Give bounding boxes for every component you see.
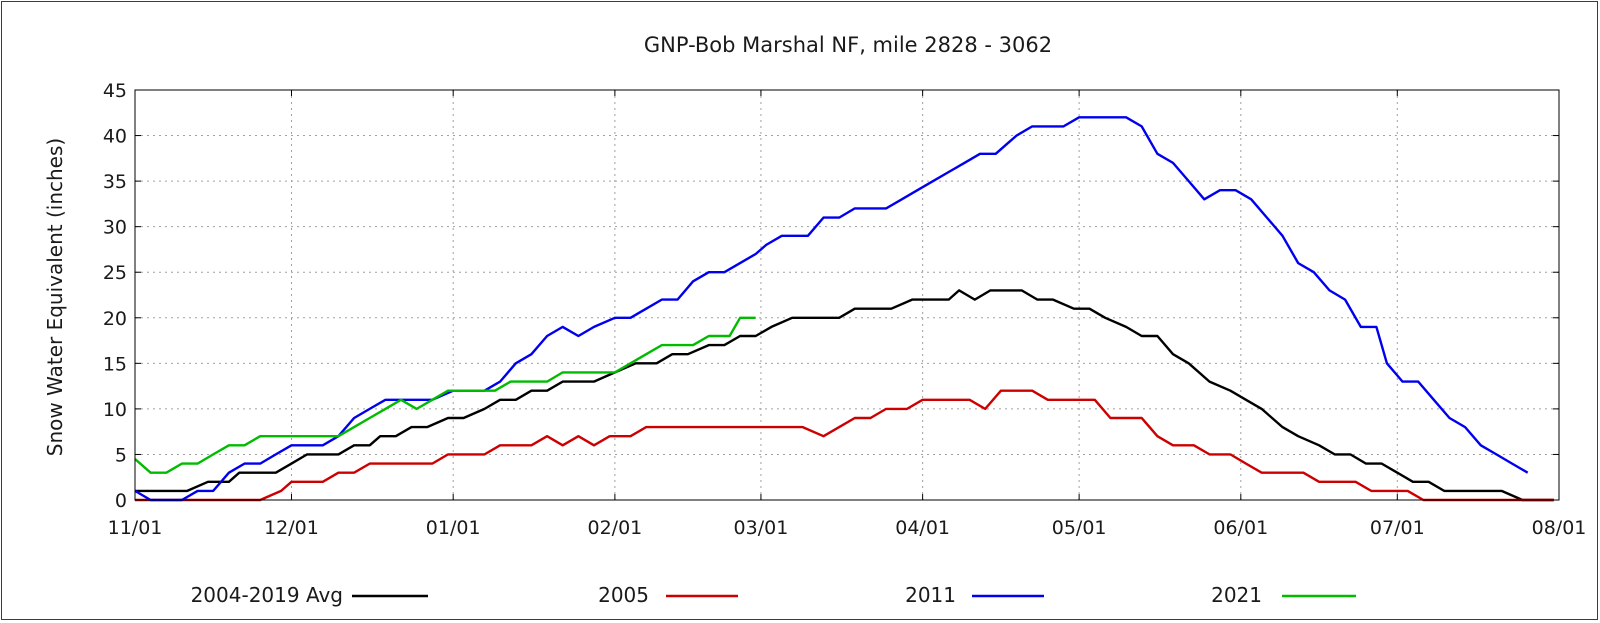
x-tick-label-1: 12/01: [264, 517, 319, 539]
legend-label-1: 2005: [598, 583, 649, 607]
series-lines: [134, 116, 1554, 502]
series-line-1: [135, 389, 1554, 502]
x-tick-label-4: 03/01: [734, 517, 789, 539]
legend-label-2: 2011: [905, 583, 956, 607]
y-tick-label-8: 40: [103, 126, 127, 148]
legend-label-0: 2004-2019 Avg: [191, 583, 343, 607]
axis-ticks: 0 5 10 15 20 25 30 35 40 45 11/01 12/01 01/01 02/01 03…: [103, 80, 1587, 539]
series-line-0: [135, 289, 1554, 502]
y-tick-label-0: 0: [115, 490, 127, 512]
y-tick-label-9: 45: [103, 80, 127, 102]
y-tick-label-4: 20: [103, 308, 127, 330]
legend-label-3: 2021: [1211, 583, 1262, 607]
y-tick-label-1: 5: [115, 444, 127, 466]
y-tick-label-6: 30: [103, 217, 127, 239]
x-tick-label-2: 01/01: [426, 517, 481, 539]
y-tick-label-2: 10: [103, 399, 127, 421]
plot-area: [134, 89, 1560, 501]
y-tick-label-7: 35: [103, 171, 127, 193]
grid-lines: [135, 90, 1559, 500]
y-axis-label: Snow Water Equivalent (inches): [43, 138, 67, 456]
series-line-2: [134, 116, 1529, 502]
x-tick-label-6: 05/01: [1052, 517, 1107, 539]
y-tick-label-3: 15: [103, 353, 127, 375]
x-tick-label-9: 08/01: [1532, 517, 1587, 539]
series-line-3: [134, 316, 756, 474]
y-tick-label-5: 25: [103, 262, 127, 284]
chart-title: GNP-Bob Marshal NF, mile 2828 - 3062: [644, 33, 1052, 57]
x-tick-label-3: 02/01: [588, 517, 643, 539]
x-tick-label-8: 07/01: [1370, 517, 1425, 539]
x-tick-label-7: 06/01: [1213, 517, 1268, 539]
legend: 2004-2019 Avg 2005 2011 2021: [191, 583, 1356, 607]
x-tick-label-0: 11/01: [108, 517, 163, 539]
x-tick-label-5: 04/01: [895, 517, 950, 539]
